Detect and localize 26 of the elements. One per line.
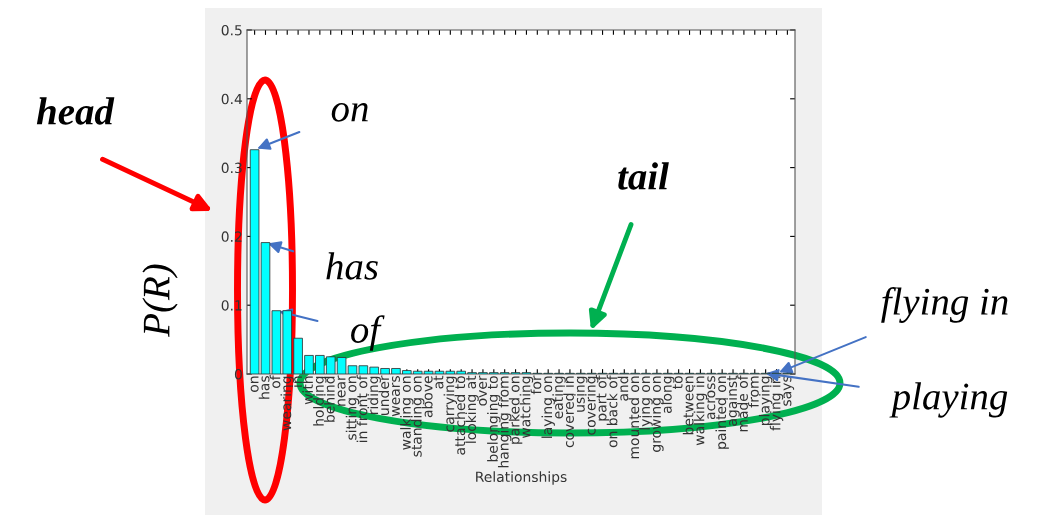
x-tick-label: over <box>479 375 487 406</box>
annotation: on <box>331 103 368 122</box>
x-tick-label: with <box>302 376 313 405</box>
x-tick-label: across <box>707 376 716 420</box>
x-tick-label: near <box>337 375 346 406</box>
text: head <box>36 97 115 125</box>
x-tick-label: of <box>269 375 281 389</box>
x-tick-label: has <box>258 376 270 399</box>
x-tick-label: wears <box>392 376 400 417</box>
y-tick-label: 0.4 <box>221 93 243 105</box>
x-tick-label: mounted on <box>628 376 640 459</box>
annotation: has <box>326 252 378 280</box>
annotation: tail <box>618 162 669 190</box>
x-tick-label: on <box>250 376 259 392</box>
x-tick-label: looking at <box>465 375 479 443</box>
x-tick-label: between <box>682 376 694 435</box>
x-tick-label: from <box>748 376 759 408</box>
x-tick-label: says <box>783 376 795 406</box>
annotation: flying in <box>881 287 1008 323</box>
annotation: of <box>351 315 385 351</box>
x-tick-label: and <box>617 376 629 401</box>
x-axis-title: Relationships <box>476 471 567 485</box>
x-tick-label: walking in <box>693 376 708 446</box>
y-axis-title: P(R) <box>142 264 178 337</box>
x-tick-label: at <box>433 375 444 389</box>
y-tick-label: 0.5 <box>221 24 242 36</box>
